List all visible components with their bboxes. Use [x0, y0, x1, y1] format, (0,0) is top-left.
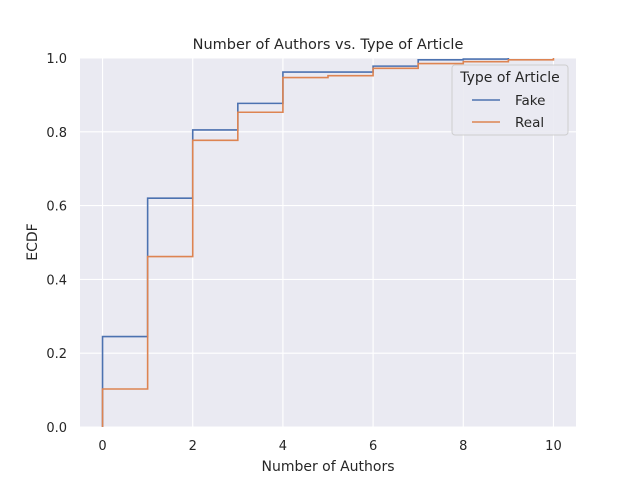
series-line-real [101, 58, 555, 427]
x-tick-label: 6 [369, 439, 377, 454]
x-tick-label: 2 [189, 439, 197, 454]
y-tick-label: 0.8 [46, 126, 67, 141]
y-tick-label: 1.0 [46, 52, 67, 67]
y-tick-labels: 0.0 0.2 0.4 0.6 0.8 1.0 [46, 52, 67, 436]
legend-label-real: Real [515, 115, 544, 131]
series-layer [101, 58, 555, 427]
chart-title: Number of Authors vs. Type of Article [193, 37, 464, 53]
legend-box [451, 64, 569, 136]
series-line-fake [101, 58, 510, 427]
legend-title: Type of Article [459, 70, 559, 86]
legend-label-fake: Fake [515, 93, 545, 109]
y-tick-label: 0.2 [46, 347, 67, 362]
x-tick-label: 0 [98, 439, 106, 454]
x-tick-label: 4 [279, 439, 287, 454]
y-axis-label: ECDF [25, 223, 41, 260]
y-tick-label: 0.0 [46, 421, 67, 436]
x-axis-label: Number of Authors [261, 459, 394, 475]
y-tick-label: 0.4 [46, 273, 67, 288]
x-tick-label: 10 [545, 439, 562, 454]
y-tick-label: 0.6 [46, 200, 67, 215]
legend: Type of Article Fake Real [451, 64, 569, 136]
x-tick-label: 8 [459, 439, 467, 454]
x-tick-labels: 0 2 4 6 8 10 [98, 439, 561, 454]
